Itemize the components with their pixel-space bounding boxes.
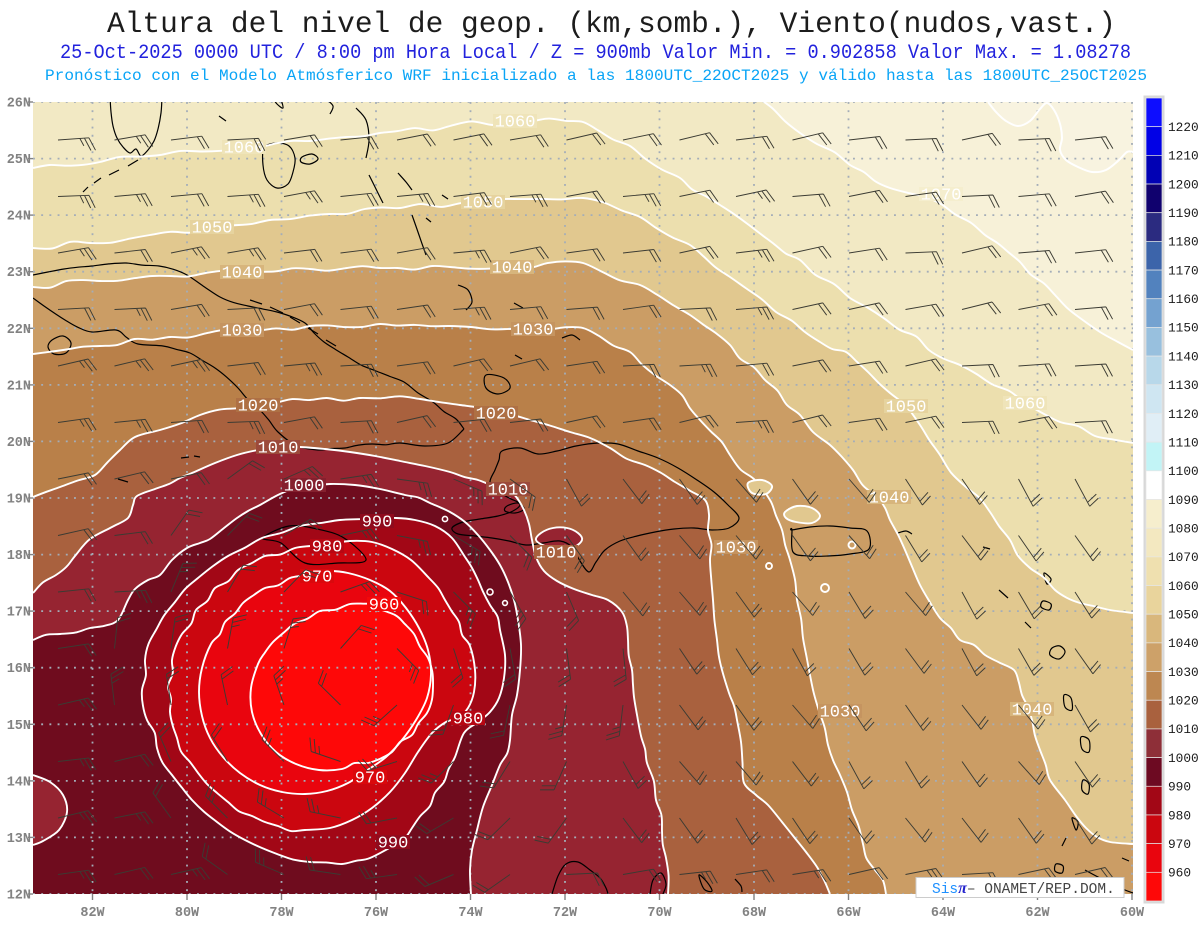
svg-text:17N: 17N [7, 606, 31, 621]
svg-text:1000: 1000 [1168, 751, 1199, 766]
svg-text:Sisπ– ONAMET/REP.DOM.: Sisπ– ONAMET/REP.DOM. [932, 880, 1115, 898]
svg-text:25-Oct-2025 0000 UTC / 8:00 p: 25-Oct-2025 0000 UTC / 8:00 pm Hora Loca… [60, 42, 1131, 65]
svg-text:1160: 1160 [1168, 292, 1199, 307]
svg-text:1040: 1040 [869, 490, 910, 509]
svg-text:1060: 1060 [495, 114, 536, 133]
svg-text:60W: 60W [1120, 906, 1145, 921]
svg-text:72W: 72W [553, 906, 578, 921]
svg-text:15N: 15N [7, 719, 31, 734]
svg-text:68W: 68W [742, 906, 767, 921]
svg-text:1030: 1030 [1168, 665, 1199, 680]
svg-text:1030: 1030 [222, 323, 263, 342]
svg-text:Altura del nivel de geop. (km,: Altura del nivel de geop. (km,somb.), Vi… [107, 8, 1116, 42]
svg-text:1010: 1010 [536, 545, 577, 564]
svg-text:78W: 78W [269, 906, 294, 921]
svg-text:1120: 1120 [1168, 407, 1199, 422]
svg-text:22N: 22N [7, 323, 31, 338]
svg-text:70W: 70W [647, 906, 672, 921]
svg-text:66W: 66W [836, 906, 861, 921]
svg-text:1060: 1060 [224, 140, 265, 159]
svg-text:19N: 19N [7, 493, 31, 508]
svg-text:990: 990 [362, 514, 393, 533]
svg-text:1020: 1020 [1168, 694, 1199, 709]
svg-text:1040: 1040 [1168, 636, 1199, 651]
svg-text:18N: 18N [7, 549, 31, 564]
svg-text:1060: 1060 [1005, 396, 1046, 415]
svg-text:82W: 82W [80, 906, 105, 921]
svg-text:1010: 1010 [258, 440, 299, 459]
svg-text:1050: 1050 [192, 220, 233, 239]
svg-text:1110: 1110 [1168, 435, 1199, 450]
svg-text:1050: 1050 [1168, 608, 1199, 623]
svg-text:74W: 74W [458, 906, 483, 921]
svg-text:13N: 13N [7, 832, 31, 847]
svg-text:1000: 1000 [284, 478, 325, 497]
svg-text:Pronóstico con el Modelo Atmós: Pronóstico con el Modelo Atmósferico WRF… [45, 67, 1147, 85]
svg-text:1180: 1180 [1168, 235, 1199, 250]
svg-text:1040: 1040 [222, 265, 263, 284]
svg-text:960: 960 [1168, 866, 1191, 881]
svg-text:970: 970 [1168, 837, 1191, 852]
svg-text:1050: 1050 [886, 399, 927, 418]
svg-text:1070: 1070 [1168, 550, 1199, 565]
svg-text:16N: 16N [7, 662, 31, 677]
svg-text:1070: 1070 [921, 187, 962, 206]
svg-text:21N: 21N [7, 379, 31, 394]
svg-text:76W: 76W [364, 906, 389, 921]
svg-text:990: 990 [378, 835, 409, 854]
svg-text:62W: 62W [1025, 906, 1050, 921]
svg-text:23N: 23N [7, 266, 31, 281]
svg-text:26N: 26N [7, 97, 31, 112]
svg-text:12N: 12N [7, 889, 31, 904]
svg-text:1040: 1040 [1012, 702, 1053, 721]
svg-text:1190: 1190 [1168, 206, 1199, 221]
svg-text:1200: 1200 [1168, 177, 1199, 192]
svg-text:1090: 1090 [1168, 493, 1199, 508]
svg-text:1030: 1030 [513, 322, 554, 341]
svg-text:990: 990 [1168, 780, 1191, 795]
svg-text:980: 980 [1168, 808, 1191, 823]
svg-text:970: 970 [355, 770, 386, 789]
svg-text:970: 970 [302, 569, 333, 588]
svg-text:960: 960 [369, 597, 400, 616]
svg-text:14N: 14N [7, 775, 31, 790]
svg-text:1170: 1170 [1168, 263, 1199, 278]
svg-text:1050: 1050 [463, 195, 504, 214]
svg-text:1020: 1020 [476, 406, 517, 425]
svg-text:1080: 1080 [1168, 521, 1199, 536]
svg-text:1140: 1140 [1168, 349, 1199, 364]
svg-text:1130: 1130 [1168, 378, 1199, 393]
svg-text:1210: 1210 [1168, 149, 1199, 164]
svg-text:1040: 1040 [492, 260, 533, 279]
svg-text:1150: 1150 [1168, 321, 1199, 336]
svg-text:1100: 1100 [1168, 464, 1199, 479]
svg-text:20N: 20N [7, 436, 31, 451]
svg-text:980: 980 [312, 539, 343, 558]
svg-text:25N: 25N [7, 153, 31, 168]
svg-text:80W: 80W [175, 906, 200, 921]
svg-text:980: 980 [453, 711, 484, 730]
svg-text:1220: 1220 [1168, 120, 1199, 135]
svg-text:1060: 1060 [1168, 579, 1199, 594]
svg-text:24N: 24N [7, 210, 31, 225]
svg-text:1010: 1010 [488, 482, 529, 501]
svg-text:1010: 1010 [1168, 722, 1199, 737]
svg-text:1030: 1030 [820, 704, 861, 723]
svg-text:64W: 64W [931, 906, 956, 921]
svg-text:1030: 1030 [716, 540, 757, 559]
svg-text:1020: 1020 [238, 398, 279, 417]
